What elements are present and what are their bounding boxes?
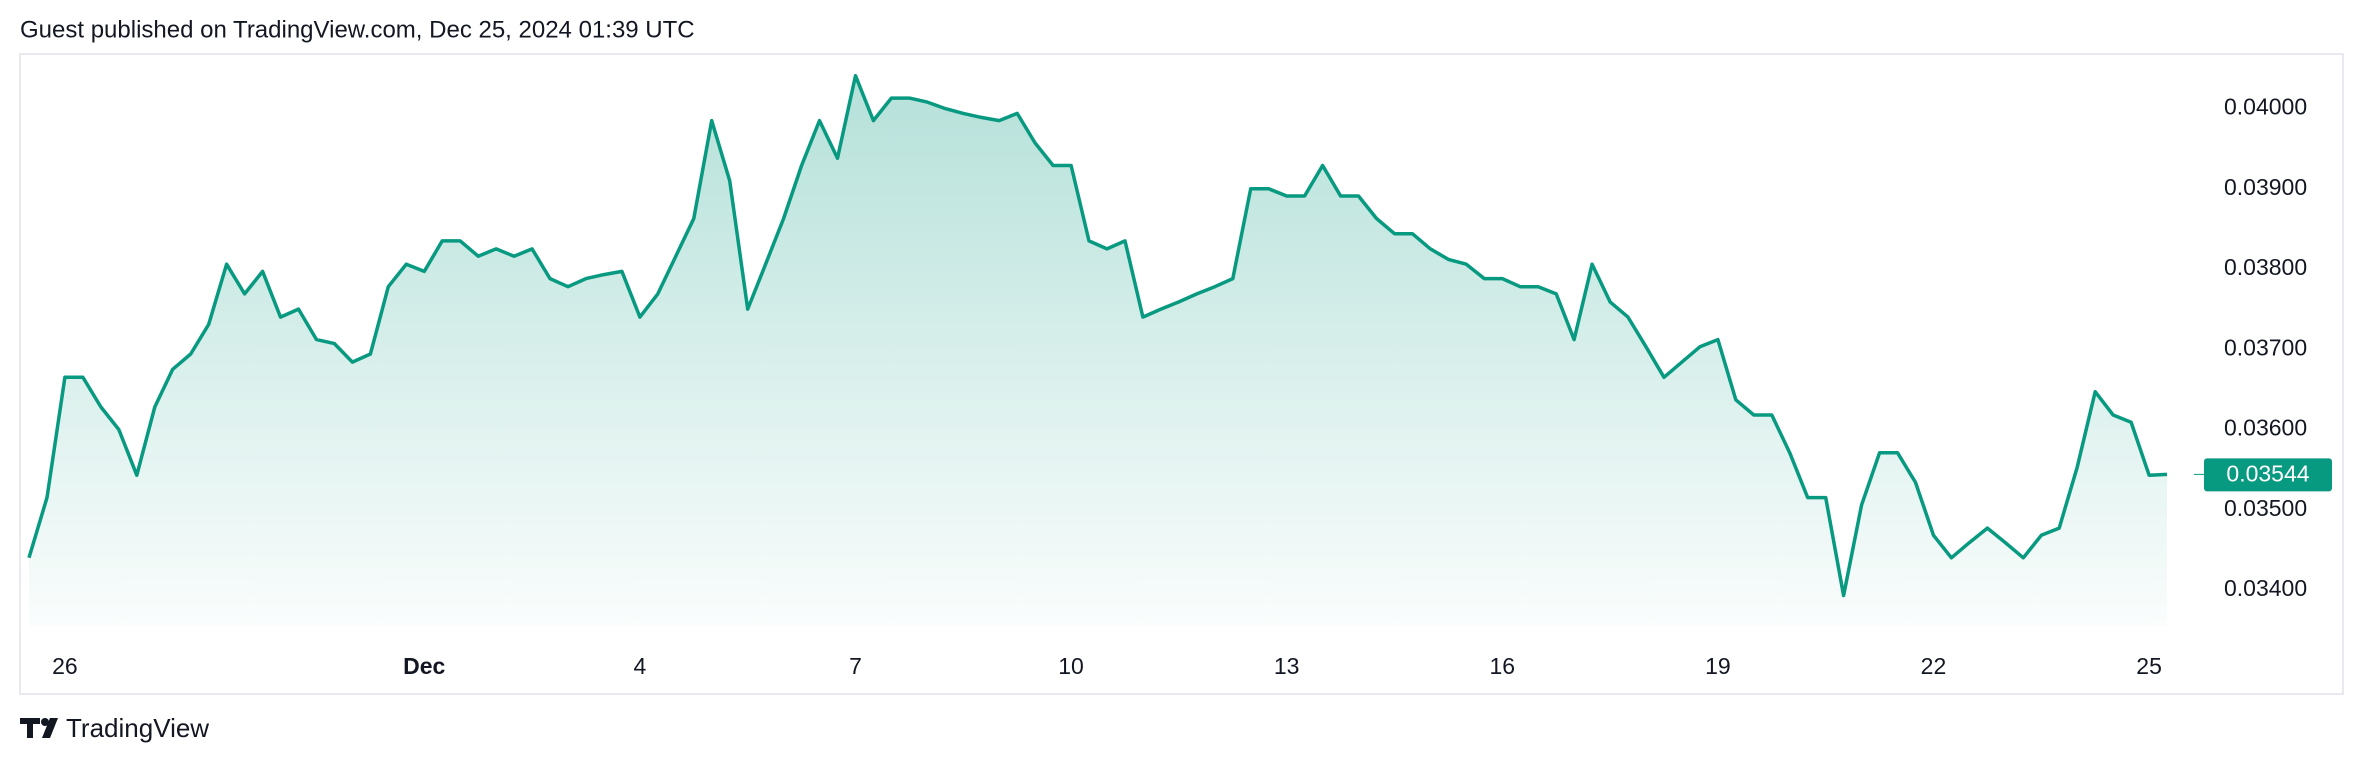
x-tick-label: 10: [1058, 653, 1084, 679]
x-tick-label: 4: [633, 653, 646, 679]
price-line: [27, 73, 2168, 598]
x-tick-label: 22: [1921, 653, 1947, 679]
logo: [20, 718, 58, 738]
x-tick-label: 7: [849, 653, 862, 679]
y-tick-label: 0.03700: [2224, 334, 2307, 360]
y-tick-label: 0.03500: [2224, 495, 2307, 521]
last-price-box: [2204, 458, 2332, 492]
y-tick-label: 0.03900: [2224, 174, 2307, 200]
last-price-label: 0.03544: [2226, 460, 2309, 486]
x-tick-label: 19: [1705, 653, 1731, 679]
area-fill: [29, 75, 2167, 626]
chart-frame: [19, 53, 2344, 695]
y-tick-label: 0.04000: [2224, 94, 2307, 120]
x-tick-label: Dec: [403, 653, 445, 679]
y-tick-label: 0.03800: [2224, 254, 2307, 280]
x-tick-label: 16: [1489, 653, 1515, 679]
header-text: Guest published on TradingView.com, Dec …: [20, 16, 695, 43]
y-tick-label: 0.03600: [2224, 415, 2307, 441]
x-tick-label: 13: [1274, 653, 1300, 679]
x-tick-label: 26: [52, 653, 78, 679]
footer-brand: TradingView: [66, 713, 209, 743]
x-tick-label: 25: [2136, 653, 2162, 679]
y-tick-label: 0.03400: [2224, 575, 2307, 601]
